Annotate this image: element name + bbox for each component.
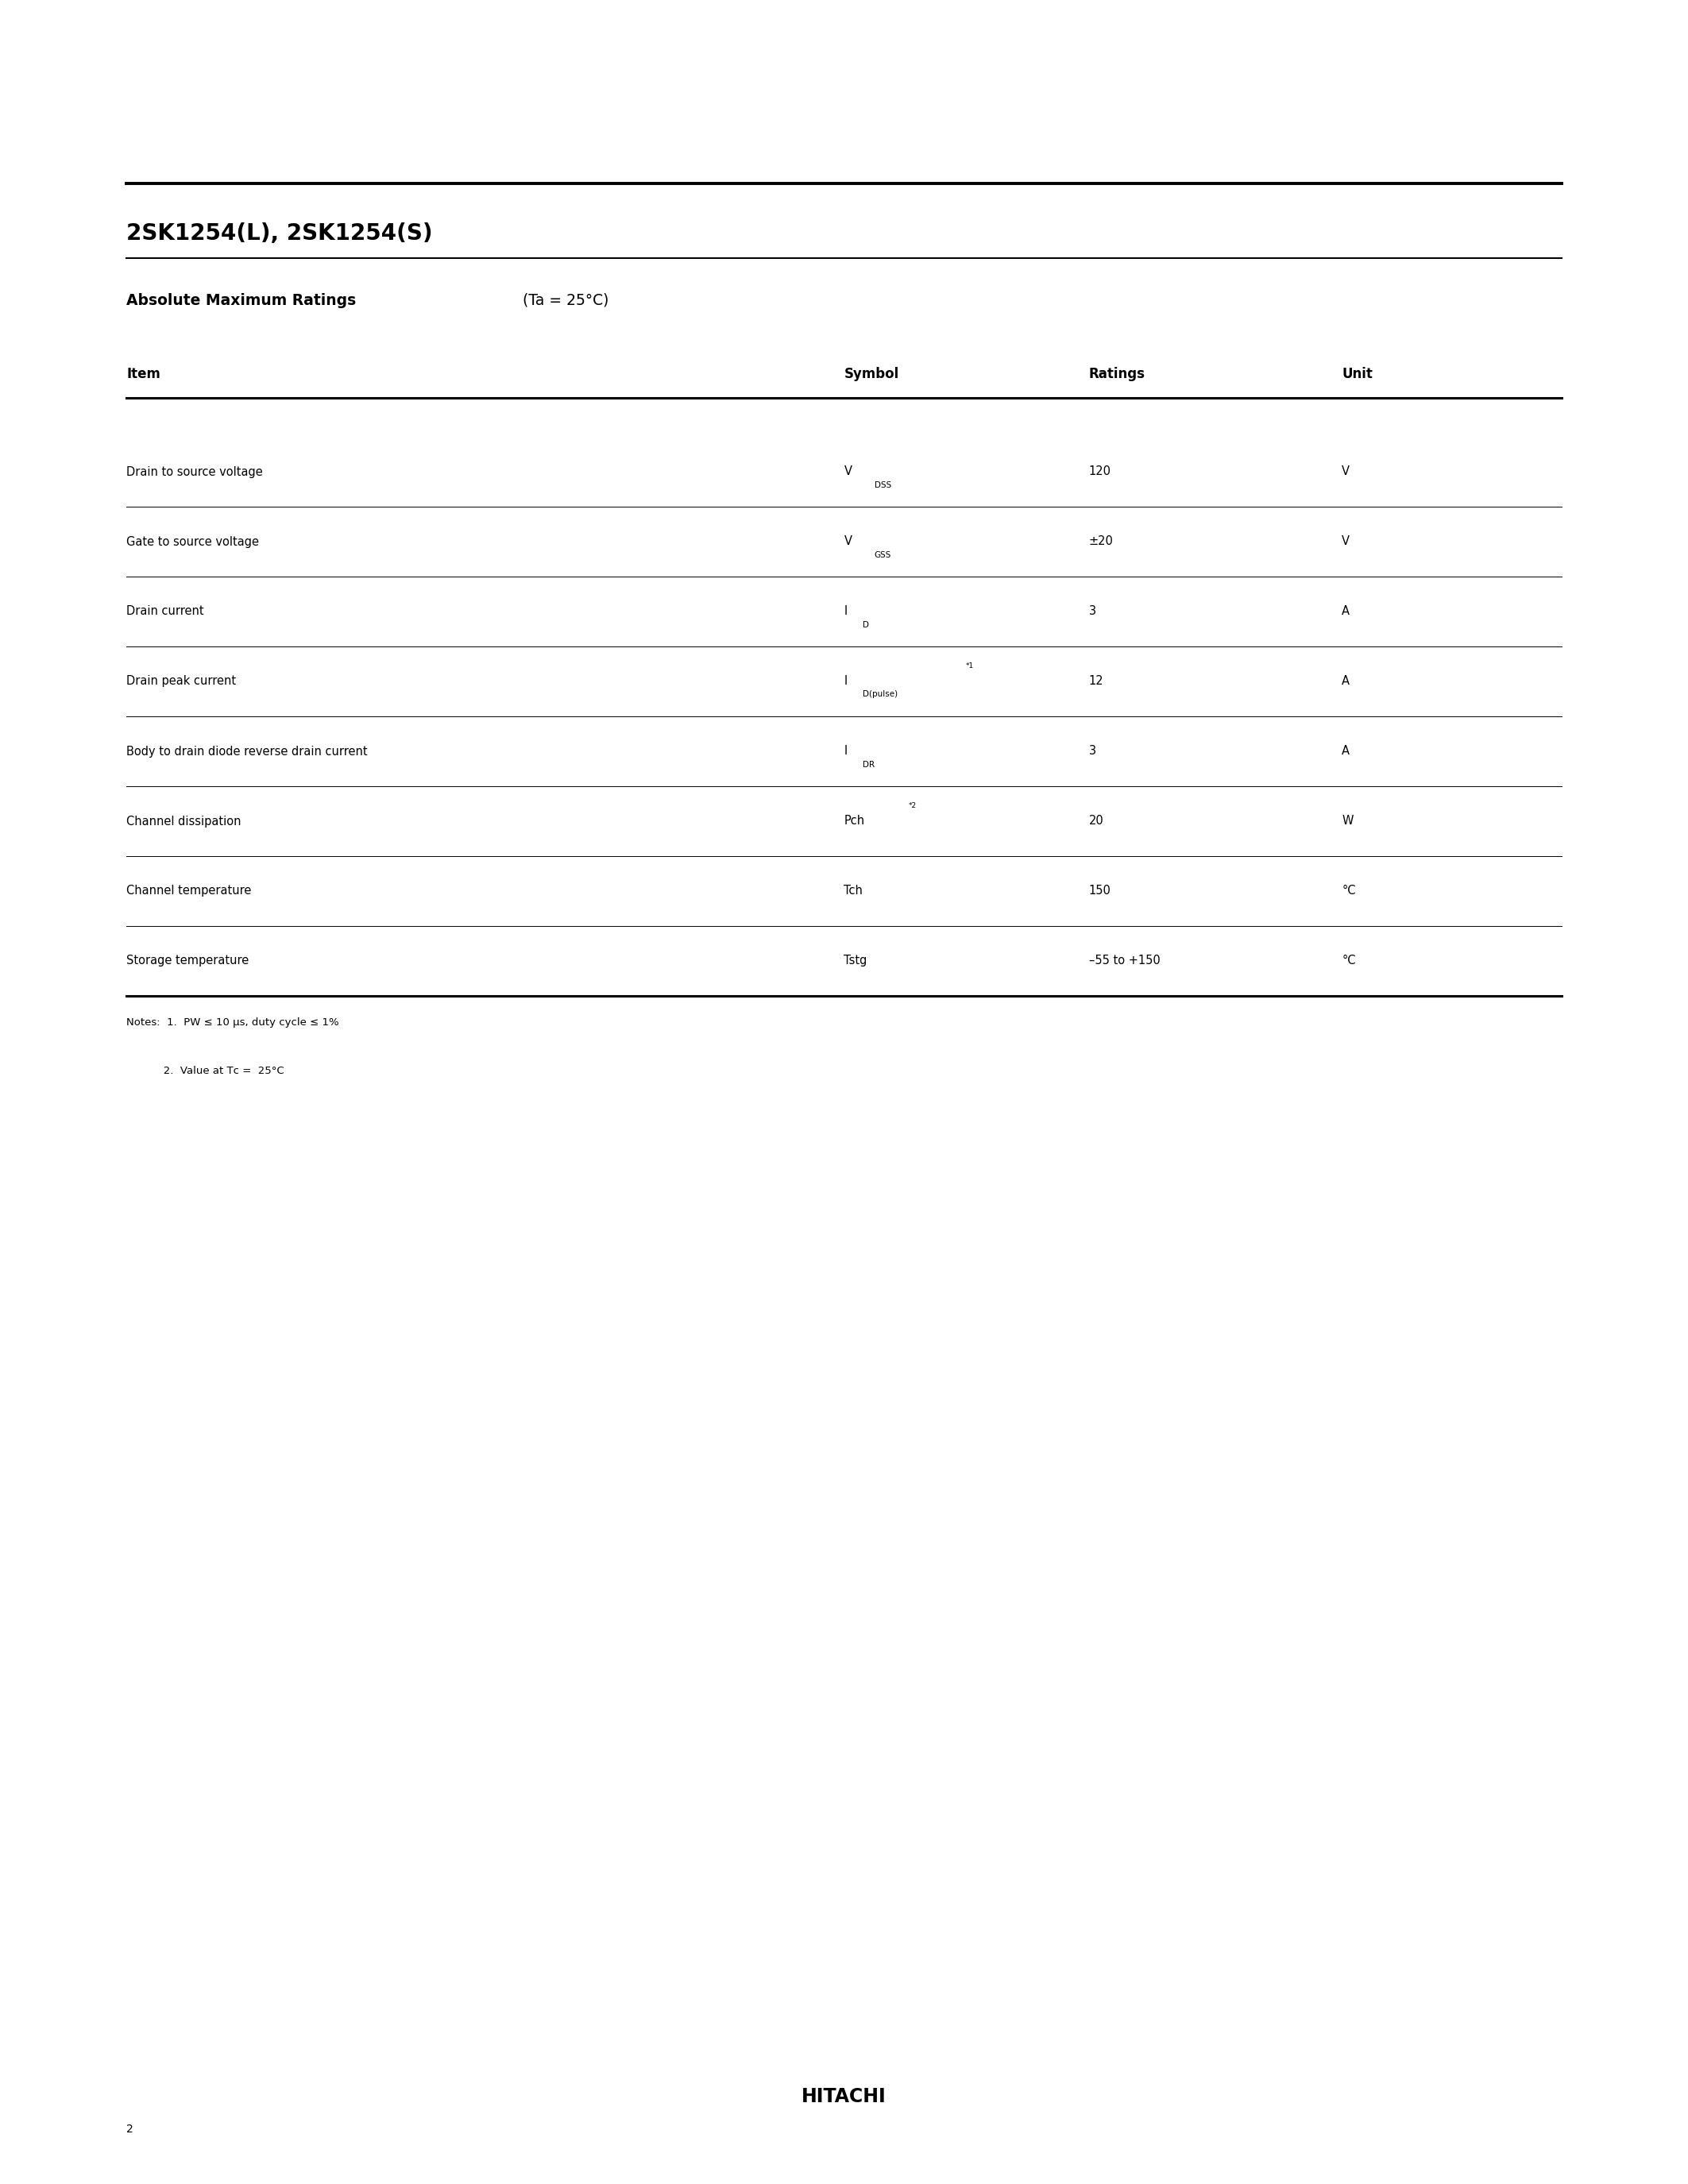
Text: Gate to source voltage: Gate to source voltage [127,535,260,548]
Text: A: A [1342,745,1350,758]
Text: 2.  Value at Tᴄ =  25°C: 2. Value at Tᴄ = 25°C [127,1066,284,1077]
Text: 150: 150 [1089,885,1111,898]
Text: *2: *2 [908,802,917,810]
Text: 3: 3 [1089,605,1096,618]
Text: Absolute Maximum Ratings: Absolute Maximum Ratings [127,293,356,308]
Text: Storage temperature: Storage temperature [127,954,250,968]
Text: Item: Item [127,367,160,382]
Text: Pch: Pch [844,815,864,828]
Text: Channel dissipation: Channel dissipation [127,815,241,828]
Text: W: W [1342,815,1354,828]
Text: 120: 120 [1089,465,1111,478]
Text: Body to drain diode reverse drain current: Body to drain diode reverse drain curren… [127,745,368,758]
Text: 2SK1254(L), 2SK1254(S): 2SK1254(L), 2SK1254(S) [127,223,432,245]
Text: HITACHI: HITACHI [802,2088,886,2105]
Text: °C: °C [1342,885,1355,898]
Text: (Ta = 25°C): (Ta = 25°C) [518,293,609,308]
Text: Unit: Unit [1342,367,1372,382]
Text: 3: 3 [1089,745,1096,758]
Text: DSS: DSS [874,480,891,489]
Text: V: V [1342,465,1350,478]
Text: Drain current: Drain current [127,605,204,618]
Text: DR: DR [863,760,874,769]
Text: A: A [1342,605,1350,618]
Text: 12: 12 [1089,675,1104,688]
Text: A: A [1342,675,1350,688]
Text: I: I [844,745,847,758]
Text: I: I [844,675,847,688]
Text: V: V [844,465,852,478]
Text: Tch: Tch [844,885,863,898]
Text: *1: *1 [966,662,974,670]
Text: ±20: ±20 [1089,535,1114,548]
Text: I: I [844,605,847,618]
Text: 2: 2 [127,2123,133,2136]
Text: Symbol: Symbol [844,367,900,382]
Text: 20: 20 [1089,815,1104,828]
Text: Drain to source voltage: Drain to source voltage [127,465,263,478]
Text: V: V [1342,535,1350,548]
Text: Channel temperature: Channel temperature [127,885,252,898]
Text: GSS: GSS [874,550,891,559]
Text: Drain peak current: Drain peak current [127,675,236,688]
Text: V: V [844,535,852,548]
Text: D(pulse): D(pulse) [863,690,898,699]
Text: –55 to +150: –55 to +150 [1089,954,1160,968]
Text: Notes:  1.  PW ≤ 10 μs, duty cycle ≤ 1%: Notes: 1. PW ≤ 10 μs, duty cycle ≤ 1% [127,1018,339,1029]
Text: Tstg: Tstg [844,954,868,968]
Text: °C: °C [1342,954,1355,968]
Text: D: D [863,620,869,629]
Text: Ratings: Ratings [1089,367,1144,382]
